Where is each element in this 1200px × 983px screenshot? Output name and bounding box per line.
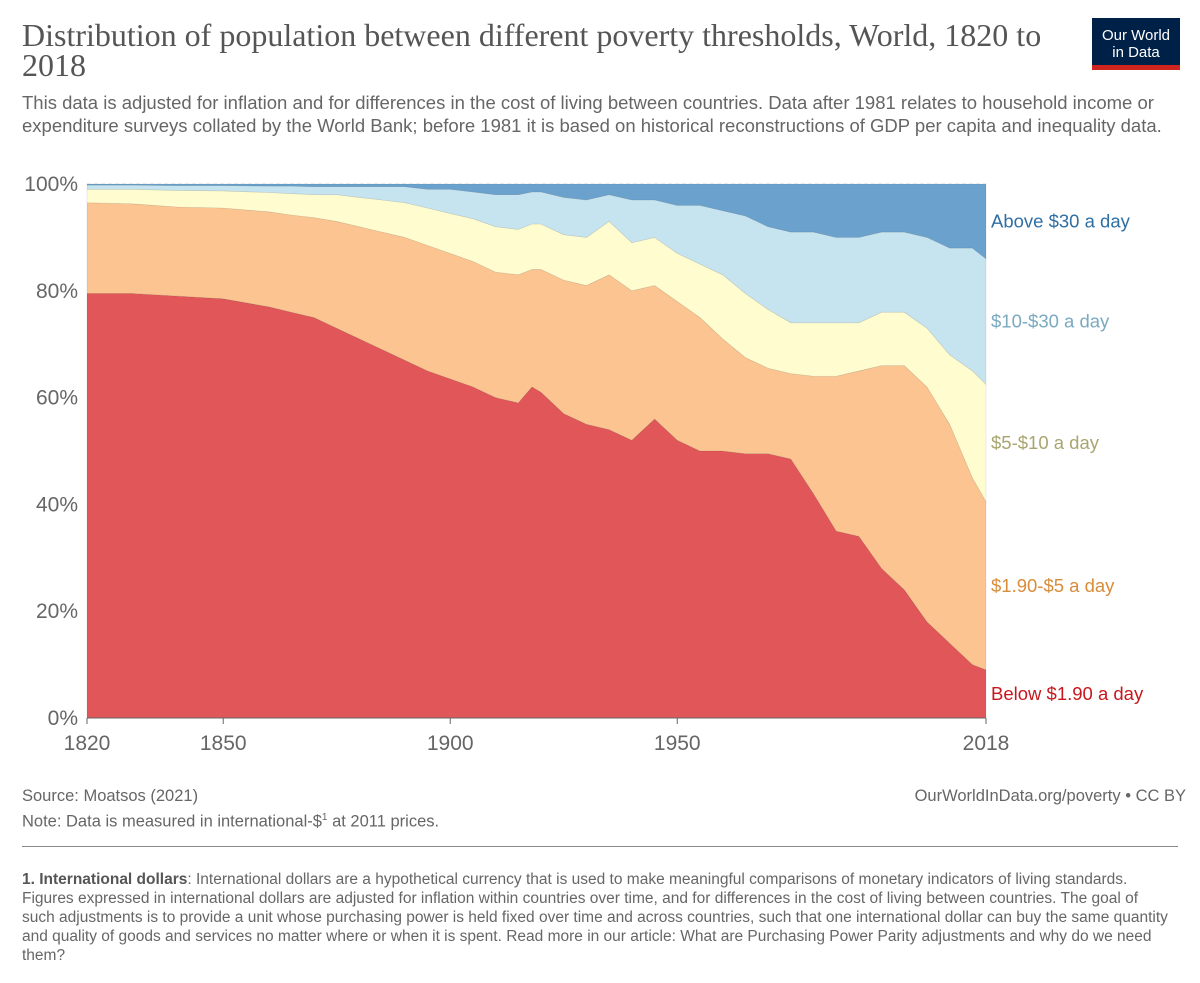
footnote-title: 1. International dollars — [22, 871, 188, 888]
x-tick-label: 1900 — [427, 732, 474, 755]
y-tick-label: 80% — [36, 280, 78, 303]
x-tick-label: 2018 — [963, 732, 1010, 755]
footnote-text: : International dollars are a hypothetic… — [22, 871, 1168, 964]
units-note: Note: Data is measured in international-… — [22, 807, 439, 833]
area-series-3[interactable] — [86, 184, 987, 386]
owid-logo[interactable]: Our World in Data — [1092, 18, 1180, 70]
y-tick-label: 100% — [24, 173, 78, 196]
series-label-2: $5-$10 a day — [991, 432, 1100, 453]
x-tick-label: 1820 — [64, 732, 111, 755]
series-label-4: Above $30 a day — [991, 210, 1131, 231]
note-footnote-marker: 1 — [321, 812, 328, 823]
y-axis-tick-labels: 0% 20% 40% 60% 80% 100% — [24, 173, 78, 730]
y-tick-label: 60% — [36, 387, 78, 410]
area-series-1[interactable] — [86, 202, 987, 671]
area-series — [86, 183, 987, 719]
series-label-1: $1.90-$5 a day — [991, 575, 1115, 596]
area-series-4[interactable] — [86, 183, 987, 260]
y-tick-label: 0% — [48, 707, 78, 730]
series-label-3: $10-$30 a day — [991, 311, 1110, 332]
note-suffix: at 2011 prices. — [327, 812, 440, 831]
series-label-0: Below $1.90 a day — [991, 683, 1144, 704]
logo-line-1: Our World — [1101, 27, 1171, 44]
note-prefix: Note: Data is measured in international-… — [22, 812, 322, 831]
footer-divider — [22, 846, 1178, 847]
x-axis: 1820 1850 1900 1950 2018 — [64, 717, 1010, 755]
y-tick-label: 40% — [36, 493, 78, 516]
logo-accent-bar — [1092, 65, 1180, 70]
source-note: Source: Moatsos (2021) — [22, 787, 199, 805]
x-tick-label: 1850 — [200, 732, 247, 755]
area-series-2[interactable] — [86, 189, 987, 503]
logo-line-2: in Data — [1112, 44, 1160, 61]
stacked-area-chart: 0%20%40%60%80%100% 1820 1850 1900 1950 2018 … — [24, 173, 1144, 755]
x-tick-label: 1950 — [654, 732, 701, 755]
chart-title: Distribution of population between diffe… — [22, 17, 1042, 83]
license-link[interactable]: OurWorldInData.org/poverty • CC BY — [914, 787, 1186, 805]
y-tick-label: 20% — [36, 600, 78, 623]
footnote: 1. International dollars: International … — [22, 870, 1172, 965]
series-labels: Below $1.90 a day $1.90-$5 a day $5-$10 a … — [991, 210, 1144, 704]
chart-subtitle: This data is adjusted for inflation and … — [22, 92, 1162, 136]
